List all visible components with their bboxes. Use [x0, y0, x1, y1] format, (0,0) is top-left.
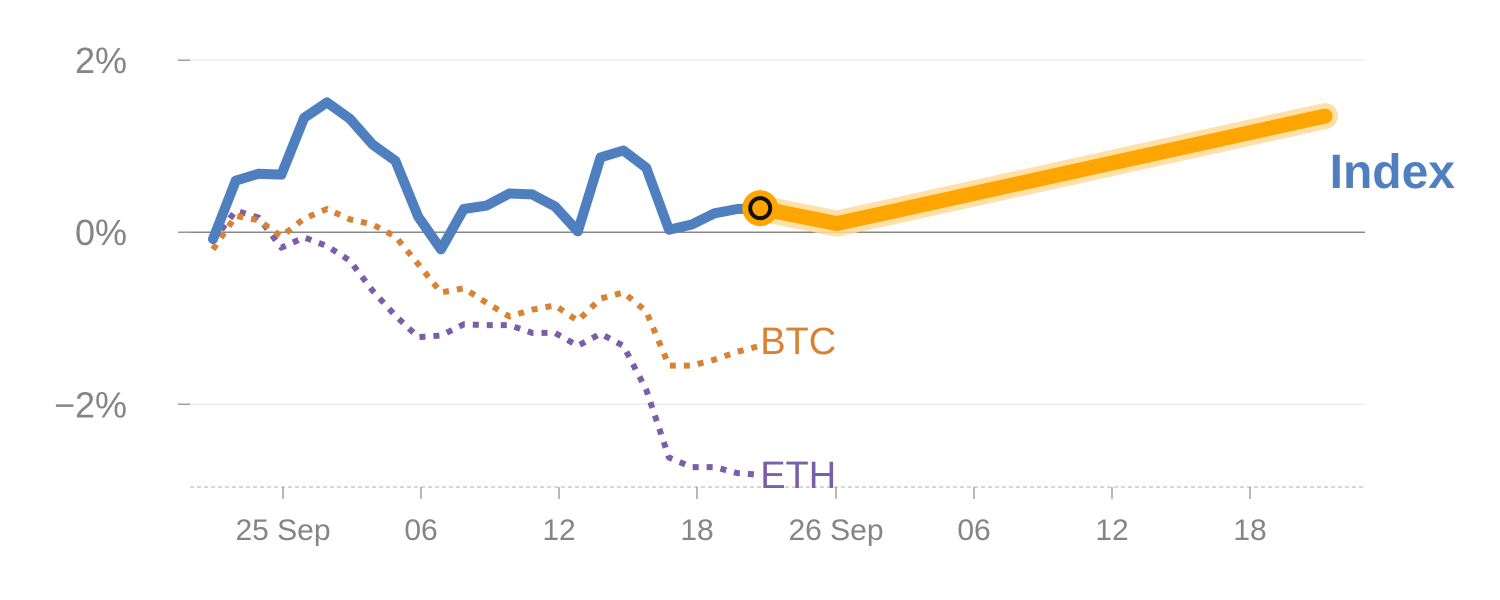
series-label-btc: BTC: [760, 321, 836, 363]
x-tick-label: 12: [542, 514, 575, 547]
series-label-index: Index: [1330, 146, 1456, 199]
x-tick-label: 06: [957, 514, 990, 547]
y-tick-label: 0%: [75, 212, 127, 253]
series-index-line: [208, 97, 766, 255]
x-tick-label: 06: [404, 514, 437, 547]
x-tick-label: 18: [1233, 514, 1266, 547]
y-tick-label: 2%: [75, 40, 127, 81]
projection-line: [752, 108, 1333, 232]
series-label-eth: ETH: [760, 455, 836, 497]
x-tick-label: 12: [1095, 514, 1128, 547]
x-tick-label: 26 Sep: [788, 514, 883, 547]
x-tick-label: 25 Sep: [235, 514, 330, 547]
current-point-marker: [748, 196, 773, 221]
series-eth-line: [210, 207, 761, 478]
y-tick-label: −2%: [54, 384, 127, 425]
x-tick-label: 18: [680, 514, 713, 547]
